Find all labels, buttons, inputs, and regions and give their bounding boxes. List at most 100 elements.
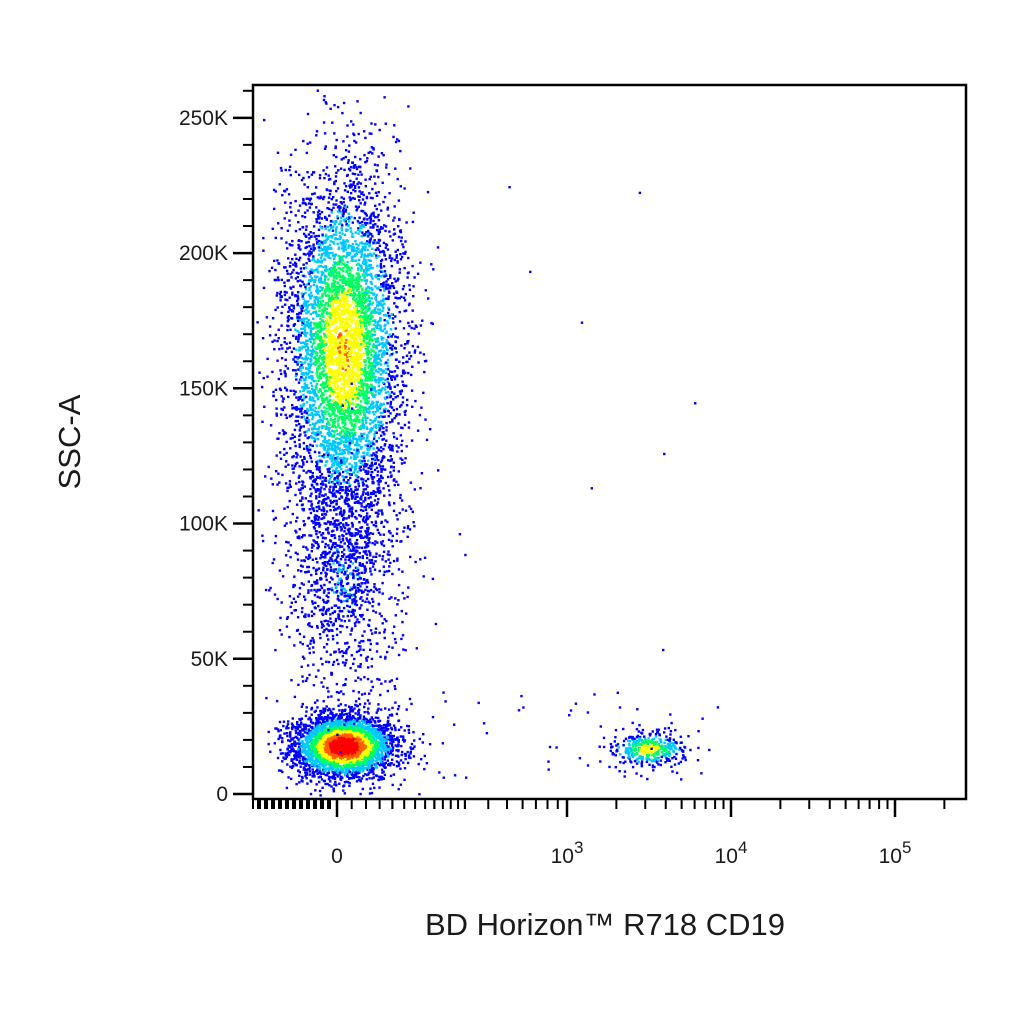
event-dot [311,730,314,733]
event-dot [342,734,345,737]
event-dot [365,727,369,731]
event-dot [370,407,373,410]
event-dot [339,703,343,706]
event-dot [292,757,296,761]
event-dot [388,714,392,717]
event-dot [340,365,344,368]
event-dot [322,770,325,773]
event-dot [284,752,287,755]
event-dot [334,328,337,331]
event-dot [307,728,310,731]
event-dot [354,736,358,740]
event-dot [364,305,368,308]
event-dot [336,217,339,220]
event-dot [375,736,379,739]
event-dot [388,192,391,195]
event-dot [379,533,382,536]
event-dot [361,388,365,391]
event-dot [385,723,389,726]
event-dot [343,233,347,236]
event-dot [337,747,341,750]
event-dot [326,737,330,740]
event-dot [300,750,303,753]
event-dot [290,758,293,761]
event-dot [359,726,362,729]
event-dot [300,304,304,308]
event-dot [313,727,316,730]
event-dot [365,736,368,739]
event-dot [365,350,368,354]
event-dot [343,440,346,443]
event-dot [334,388,337,391]
event-dot [300,779,303,782]
event-dot [335,171,338,174]
event-dot [425,762,429,765]
event-dot [375,774,378,777]
event-dot [346,733,349,736]
event-dot [316,301,320,304]
event-dot [286,747,289,750]
event-dot [307,755,310,758]
event-dot [395,413,399,416]
event-dot [397,728,401,731]
event-dot [386,750,390,754]
event-dot [320,741,324,744]
event-dot [300,735,303,739]
event-dot [360,248,364,251]
event-dot [369,738,372,741]
event-dot [323,736,326,740]
event-dot [346,290,349,293]
event-dot [344,724,347,727]
event-dot [316,699,319,702]
event-dot [323,309,326,312]
event-dot [297,724,301,727]
event-dot [329,287,332,290]
event-dot [387,314,391,318]
event-dot [386,278,390,281]
event-dot [331,712,334,715]
event-dot [342,720,345,723]
event-dot [373,752,376,755]
event-dot [342,764,346,767]
event-dot [390,370,394,374]
event-dot [297,753,300,756]
event-dot [366,752,370,756]
event-dot [341,420,344,423]
event-dot [387,475,390,479]
event-dot [351,738,355,742]
event-dot [280,169,283,172]
event-dot [357,778,361,782]
event-dot [384,272,387,276]
event-dot [364,552,367,555]
event-dot [281,305,284,308]
event-dot [394,726,397,730]
event-dot [291,738,294,741]
event-dot [387,727,390,731]
event-dot [321,743,324,746]
event-dot [360,744,363,747]
event-dot [354,739,357,743]
event-dot [395,364,398,368]
event-dot [305,386,308,389]
event-dot [349,716,352,719]
event-dot [352,452,355,456]
event-dot [417,762,420,766]
event-dot [333,766,336,769]
event-dot [380,745,383,748]
event-dot [279,736,282,739]
event-dot [280,357,284,360]
event-dot [389,235,392,238]
event-dot [290,743,294,746]
event-dot [391,746,395,749]
event-dot [361,756,364,760]
event-dot [336,739,340,743]
event-dot [316,374,319,378]
event-dot [352,746,355,749]
event-dot [299,279,302,282]
event-dot [324,464,327,467]
event-dot [296,726,299,729]
event-dot [332,774,335,778]
event-dot [333,776,337,780]
event-dot [350,706,353,709]
event-dot [345,735,348,739]
